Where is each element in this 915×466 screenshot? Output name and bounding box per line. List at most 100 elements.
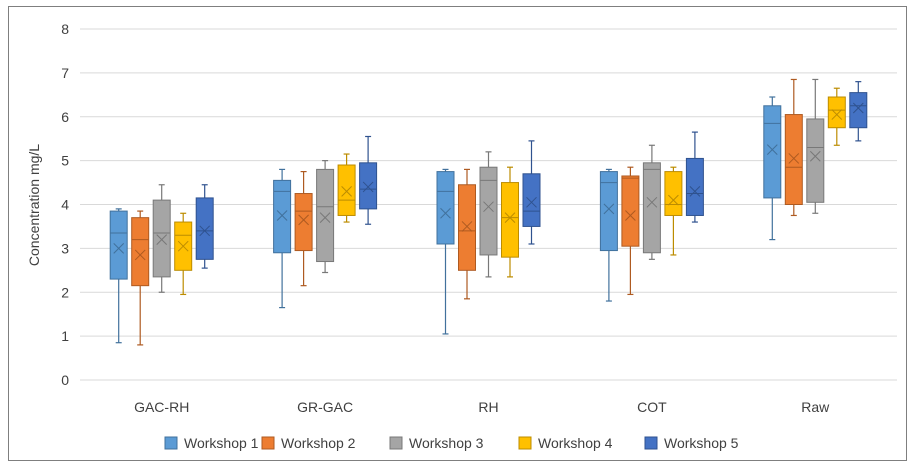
legend-swatch (518, 436, 532, 450)
mean-marker (177, 240, 189, 252)
box-4-cot (664, 166, 683, 256)
x-tick-label: Raw (801, 399, 830, 415)
y-tick-label: 4 (61, 197, 69, 213)
legend-label: Workshop 5 (664, 435, 739, 451)
y-tick-label: 6 (61, 109, 69, 125)
box-5-gr-gac (359, 135, 378, 225)
box-3-gr-gac (316, 160, 335, 274)
box-body (763, 105, 782, 199)
box-body (685, 157, 704, 216)
y-tick-label: 1 (61, 328, 69, 344)
box-body (806, 118, 825, 203)
box-2-gr-gac (294, 170, 313, 287)
mean-marker (852, 102, 864, 114)
legend-item-5: Workshop 5 (644, 435, 739, 451)
mean-marker (461, 221, 473, 232)
y-tick-label: 3 (61, 240, 69, 256)
mean-marker (341, 185, 352, 197)
x-axis-ticks: GAC-RH GR-GAC RH COT Raw (134, 399, 830, 415)
box-2-cot (621, 166, 640, 296)
box-body (131, 217, 150, 287)
legend-label: Workshop 3 (409, 435, 484, 451)
mean-marker (113, 243, 125, 254)
box-2-gac-rh (131, 210, 150, 346)
legend-label: Workshop 4 (538, 435, 613, 451)
y-tick-label: 8 (61, 21, 69, 37)
box-5-rh (522, 140, 541, 245)
mean-marker (809, 150, 821, 162)
box-body (642, 162, 661, 254)
box-4-rh (501, 166, 519, 278)
mean-marker (646, 196, 658, 208)
legend-swatch (164, 436, 178, 450)
mean-marker (156, 234, 168, 245)
legend-item-2: Workshop 2 (261, 435, 356, 451)
box-body (664, 171, 683, 216)
y-tick-label: 2 (61, 284, 69, 300)
mean-marker (483, 201, 494, 213)
mean-marker (831, 109, 843, 120)
legend-item-3: Workshop 3 (389, 435, 484, 451)
box-body (337, 164, 356, 216)
mean-marker (668, 194, 679, 206)
mean-marker (319, 212, 331, 224)
box-2-rh (458, 168, 476, 300)
box-body (522, 173, 541, 227)
box-body (621, 175, 640, 247)
box-body (479, 166, 498, 256)
box-5-cot (685, 131, 704, 223)
box-body (827, 96, 846, 129)
box-body (784, 114, 803, 205)
legend-swatch (261, 436, 275, 450)
x-tick-label: RH (478, 399, 498, 415)
box-body (849, 92, 868, 129)
legend-swatch (644, 436, 658, 450)
mean-marker (134, 249, 146, 261)
box-4-gr-gac (337, 153, 356, 223)
y-tick-label: 5 (61, 153, 69, 169)
mean-marker (788, 153, 800, 164)
y-axis-title: Concentration mg/L (26, 144, 42, 266)
box-3-raw (806, 78, 825, 214)
box-body (109, 210, 128, 280)
mean-marker (603, 203, 615, 215)
legend: Workshop 1 Workshop 2 Workshop 3 Workshop 4… (164, 435, 739, 451)
box-body (316, 168, 335, 263)
box-body (599, 171, 618, 252)
box-3-cot (642, 144, 661, 260)
box-5-gac-rh (195, 184, 214, 269)
mean-marker (440, 207, 451, 219)
x-tick-label: GAC-RH (134, 399, 189, 415)
box-body (436, 171, 455, 245)
box-3-rh (479, 151, 498, 278)
mean-marker (199, 225, 211, 237)
y-axis-ticks: 0 1 2 3 4 5 6 7 8 (61, 21, 69, 388)
legend-item-1: Workshop 1 (164, 435, 259, 451)
box-5-raw (849, 81, 868, 142)
box-body (501, 182, 519, 258)
box-1-gac-rh (109, 208, 128, 344)
box-body (294, 193, 313, 252)
mean-marker (298, 214, 309, 226)
legend-label: Workshop 2 (281, 435, 356, 451)
x-tick-label: GR-GAC (297, 399, 353, 415)
mean-marker (689, 185, 701, 197)
legend-item-4: Workshop 4 (518, 435, 613, 451)
box-1-gr-gac (273, 168, 292, 309)
box-body (152, 199, 171, 278)
mean-marker (766, 144, 778, 156)
box-body (359, 162, 378, 210)
box-body (195, 197, 214, 260)
legend-swatch (389, 436, 403, 450)
box-1-cot (599, 168, 618, 302)
mean-marker (625, 210, 636, 221)
legend-label: Workshop 1 (184, 435, 259, 451)
mean-marker (276, 210, 288, 221)
box-4-raw (827, 87, 846, 146)
x-tick-label: COT (637, 399, 667, 415)
box-1-raw (763, 96, 782, 241)
mean-marker (526, 196, 537, 208)
y-tick-label: 7 (61, 65, 69, 81)
mean-marker (362, 181, 374, 193)
